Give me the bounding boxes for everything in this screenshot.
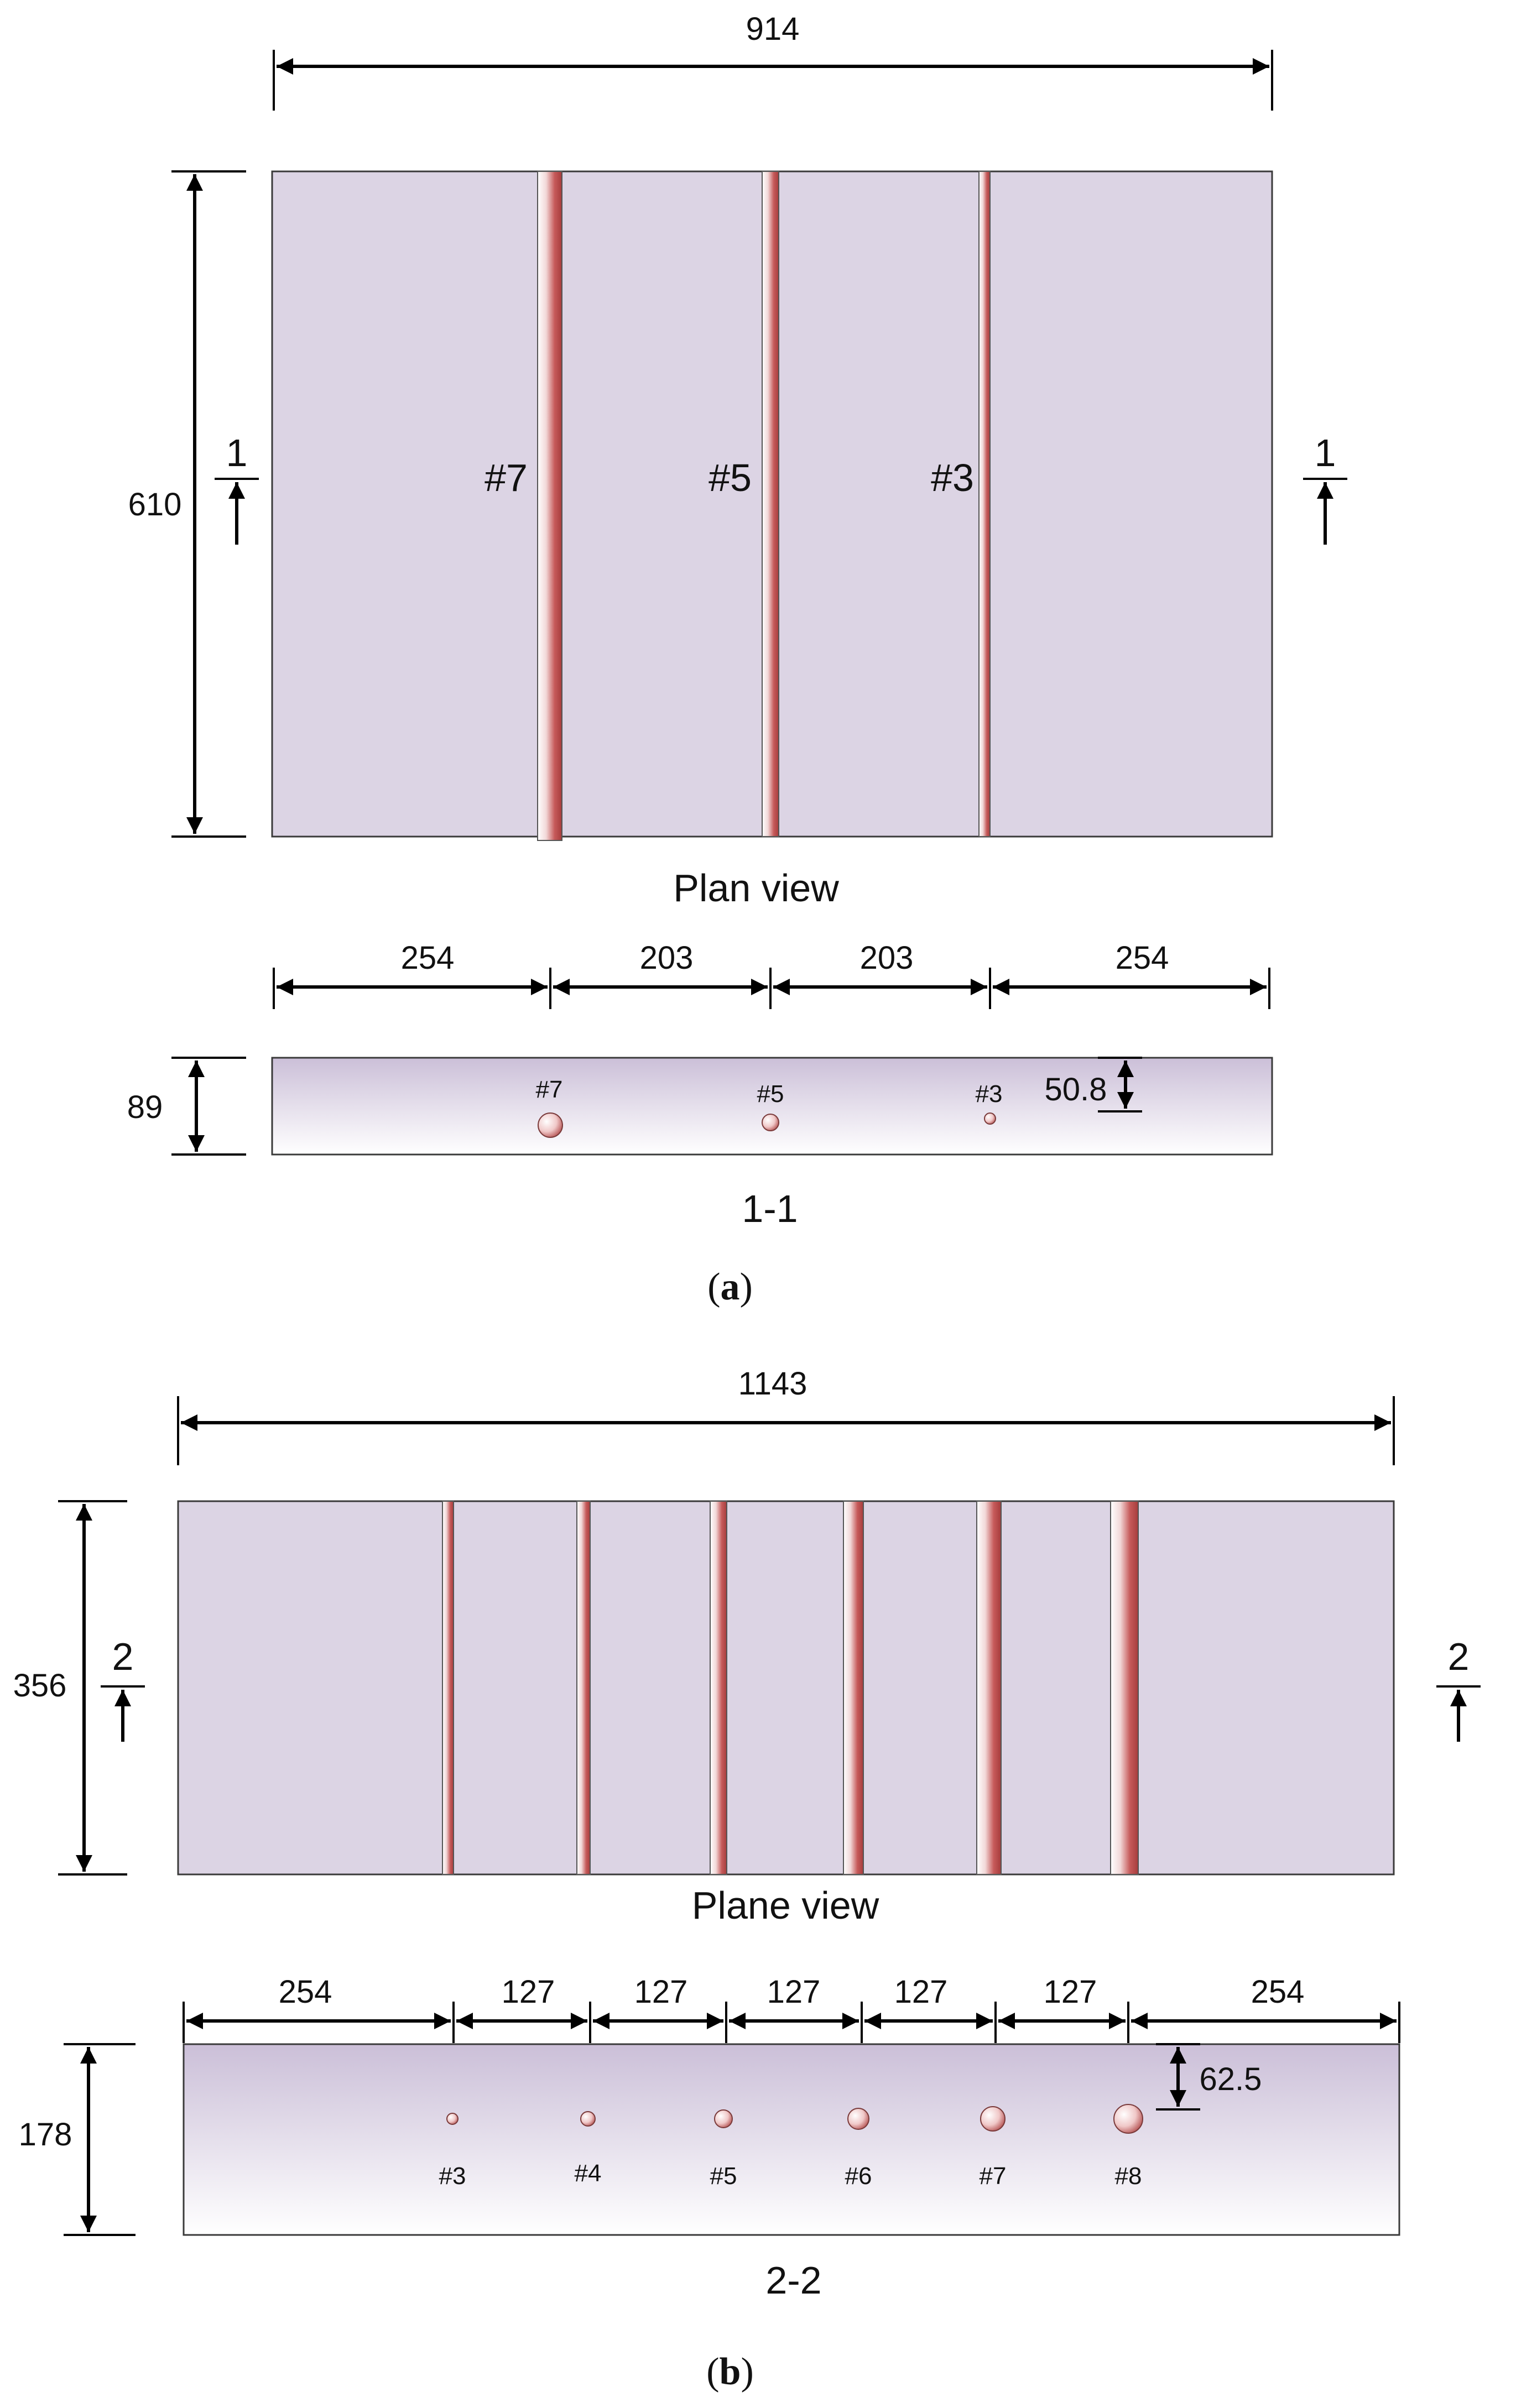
bar-7-plan xyxy=(976,1501,1002,1875)
bar-label: #5 xyxy=(708,456,752,499)
section-bar-label: #7 xyxy=(536,1076,563,1103)
plan-view-caption-b: Plane view xyxy=(692,1884,879,1927)
section-caption-a: 1-1 xyxy=(742,1187,798,1230)
spacing-label: 203 xyxy=(640,940,694,976)
spacing-label: 254 xyxy=(401,940,455,976)
section-marker-right-b: 2 xyxy=(1436,1635,1481,1742)
slab-section-a xyxy=(271,1057,1273,1156)
spacing-label: 203 xyxy=(860,940,914,976)
overall-width-dimension-a: 914 xyxy=(273,11,1273,111)
section-depth-label-b: 178 xyxy=(19,2117,72,2153)
section-bar-label: #5 xyxy=(757,1080,784,1108)
bar-7-plan xyxy=(537,171,562,841)
spacing-label: 254 xyxy=(279,1974,332,2010)
plan-view-caption-a: Plan view xyxy=(673,866,839,910)
section-caption-b: 2-2 xyxy=(765,2259,821,2302)
section-marker-label: 1 xyxy=(226,431,248,474)
overall-width-label-b: 1143 xyxy=(738,1366,808,1402)
bar-label: #3 xyxy=(931,456,974,499)
bar-3-section xyxy=(984,1112,996,1125)
section-bar-label: #7 xyxy=(980,2163,1007,2190)
bar-5-section xyxy=(714,2109,733,2128)
cover-label-b: 62.5 xyxy=(1200,2061,1262,2097)
section-bar-label: #8 xyxy=(1115,2163,1142,2190)
section-marker-label: 1 xyxy=(1315,431,1336,474)
bar-3-plan xyxy=(442,1501,454,1875)
section-marker-left-b: 2 xyxy=(101,1635,145,1742)
bar-5-plan xyxy=(710,1501,727,1875)
bar-3-plan xyxy=(978,171,991,837)
spacing-label: 127 xyxy=(894,1974,948,2010)
spacing-label: 254 xyxy=(1116,940,1169,976)
spacing-dimension-chain-a: 254 203 203 254 xyxy=(273,940,1270,1009)
section-bar-label: #3 xyxy=(976,1080,1003,1108)
section-depth-dimension-a: 89 xyxy=(127,1057,246,1156)
section-marker-right-a: 1 xyxy=(1303,431,1347,545)
section-bar-label: #6 xyxy=(845,2163,872,2190)
section-bar-label: #5 xyxy=(710,2163,737,2190)
spacing-label: 127 xyxy=(634,1974,688,2010)
bar-6-plan xyxy=(843,1501,864,1875)
slab-height-label-a: 610 xyxy=(128,487,182,523)
bar-8-plan xyxy=(1110,1501,1139,1875)
slab-section-b xyxy=(183,2043,1400,2236)
bar-7-section xyxy=(538,1112,563,1138)
section-bar-label: #4 xyxy=(575,2160,602,2187)
section-depth-dimension-b: 178 xyxy=(19,2043,136,2236)
bar-5-section xyxy=(762,1114,779,1131)
bar-6-section xyxy=(847,2108,869,2130)
figure-a: 914 #7 #5 #3 610 1 1 Plan view xyxy=(127,11,1347,1308)
bar-4-plan xyxy=(576,1501,591,1875)
spacing-label: 127 xyxy=(1044,1974,1097,2010)
spacing-label: 254 xyxy=(1251,1974,1305,2010)
cover-label-a: 50.8 xyxy=(1045,1072,1107,1108)
panel-label-b: (b) xyxy=(706,2350,754,2393)
bar-4-section xyxy=(580,2111,596,2127)
overall-width-label-a: 914 xyxy=(746,11,800,47)
bar-7-section xyxy=(980,2106,1006,2132)
bar-label: #7 xyxy=(485,456,528,499)
panel-label-a: (a) xyxy=(707,1266,753,1308)
bar-3-section xyxy=(446,2113,459,2125)
bar-8-section xyxy=(1113,2104,1143,2134)
cover-dimension-a: 50.8 xyxy=(1045,1057,1142,1112)
slab-height-dimension-a: 610 xyxy=(128,170,246,838)
spacing-label: 127 xyxy=(502,1974,555,2010)
section-marker-left-a: 1 xyxy=(215,431,259,545)
overall-width-dimension-b: 1143 xyxy=(177,1366,1395,1465)
slab-plan-b xyxy=(177,1500,1395,1876)
section-marker-label: 2 xyxy=(1448,1635,1470,1678)
spacing-label: 127 xyxy=(767,1974,821,2010)
section-bar-label: #3 xyxy=(439,2163,466,2190)
section-depth-label-a: 89 xyxy=(127,1089,163,1125)
figure-b: 1143 356 2 2 Plane view xyxy=(13,1366,1481,2393)
slab-height-dimension-b: 356 xyxy=(13,1500,127,1876)
slab-height-label-b: 356 xyxy=(13,1668,67,1704)
cover-dimension-b: 62.5 xyxy=(1156,2043,1262,2111)
section-marker-label: 2 xyxy=(112,1635,134,1678)
spacing-dimension-chain-b: 254 127 127 127 127 127 254 xyxy=(183,1974,1400,2043)
bar-5-plan xyxy=(762,171,779,837)
